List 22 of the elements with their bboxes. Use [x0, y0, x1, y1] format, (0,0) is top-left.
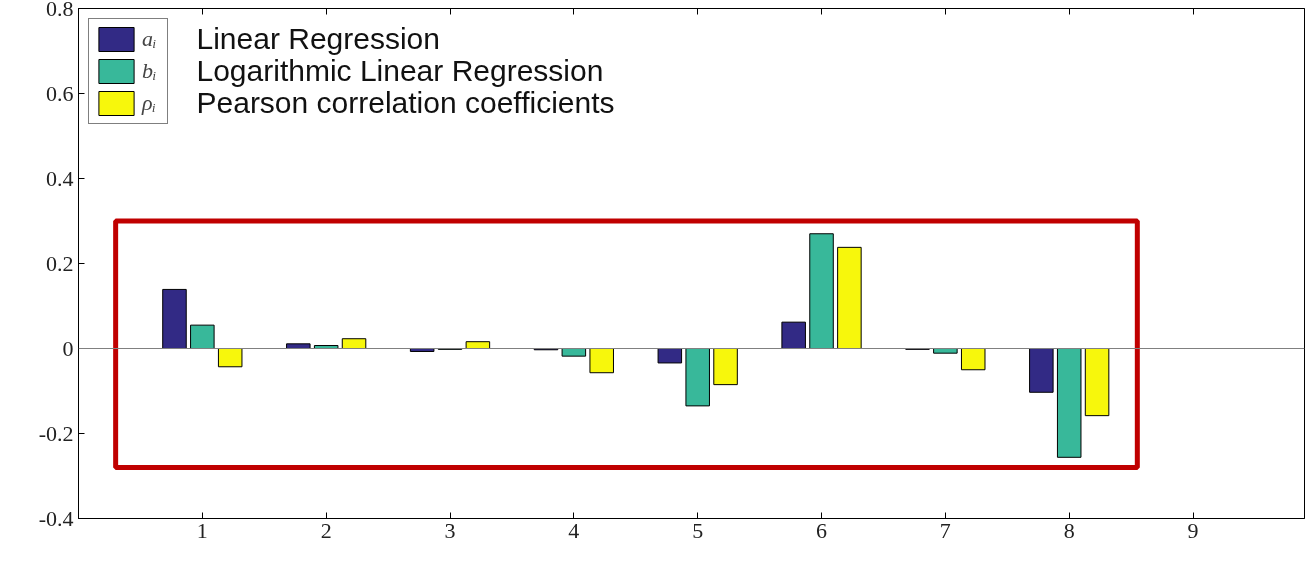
annotation: Pearson correlation coefficients — [196, 86, 615, 119]
annotation: Logarithmic Linear Regression — [196, 54, 604, 87]
y-tick-label: 0 — [62, 335, 74, 361]
legend-label: ρᵢ — [142, 90, 158, 116]
x-tick-label: 4 — [568, 517, 580, 543]
x-tick-label: 1 — [196, 517, 208, 543]
x-tick-label: 5 — [692, 517, 704, 543]
y-tick-label: 0.4 — [46, 165, 74, 191]
y-tick-label: 0.8 — [46, 0, 74, 21]
x-tick-label: 3 — [444, 517, 456, 543]
x-tick-label: 6 — [816, 517, 828, 543]
annotation: Linear Regression — [196, 22, 440, 55]
x-tick-label: 8 — [1063, 517, 1075, 543]
y-tick-label: 0.6 — [46, 80, 74, 106]
legend-label: aᵢ — [142, 26, 158, 52]
y-tick-label: 0.2 — [46, 250, 74, 276]
y-tick-label: -0.4 — [38, 505, 74, 531]
legend-label: bᵢ — [142, 58, 158, 84]
x-tick-label: 2 — [320, 517, 332, 543]
x-tick-label: 7 — [939, 517, 951, 543]
x-tick-label: 9 — [1187, 517, 1199, 543]
y-tick-label: -0.2 — [38, 420, 74, 446]
